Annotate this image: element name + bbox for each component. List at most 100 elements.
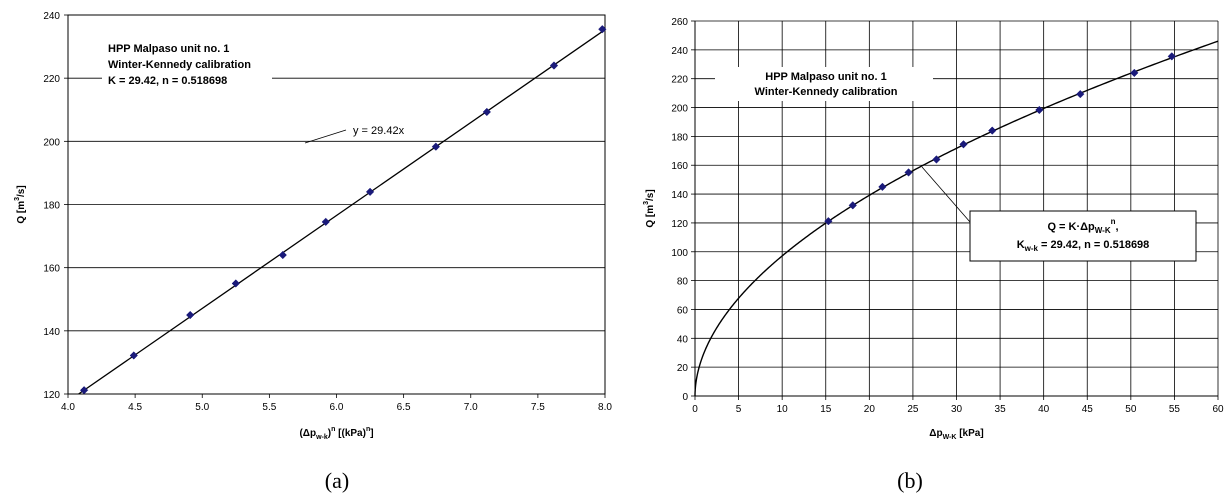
chart-b-equation-line1: Q = K·ΔpW-Kn,	[1047, 217, 1118, 235]
chart-a-ytick-label: 120	[43, 390, 60, 401]
chart-a-xtick-label: 5.5	[262, 402, 276, 413]
chart-b-xtick-label: 20	[864, 404, 876, 415]
chart-b-data-point	[904, 168, 913, 177]
chart-a-ytick-label: 240	[43, 11, 60, 22]
chart-a-xtick-label: 8.0	[598, 402, 612, 413]
chart-a-ytick-label: 220	[43, 74, 60, 85]
chart-b-yaxis-label-part: Q [m	[645, 205, 656, 228]
chart-b-equation-part: ,	[1116, 221, 1119, 233]
chart-a-ytick-label: 200	[43, 137, 60, 148]
chart-b-data-point	[1035, 105, 1044, 115]
chart-b-xtick-label: 15	[820, 404, 832, 415]
chart-a-annotation-box	[102, 38, 272, 96]
chart-b-equation-part: = 29.42, n = 0.518698	[1038, 239, 1149, 251]
chart-b-ytick-label: 60	[677, 305, 689, 316]
chart-b-equation-part: K	[1017, 239, 1025, 251]
chart-a-data-point	[321, 217, 330, 227]
chart-a-ytick-label: 160	[43, 264, 60, 275]
chart-b-xaxis-label-part: [kPa]	[956, 428, 983, 439]
chart-b-xtick-label: 0	[692, 404, 698, 415]
chart-b-ytick-label: 180	[671, 132, 688, 143]
chart-b-ytick-label: 120	[671, 219, 688, 230]
chart-b-xtick-label: 45	[1082, 404, 1094, 415]
chart-b-data-point	[1076, 89, 1085, 99]
chart-b-xtick-label: 50	[1125, 404, 1137, 415]
chart-b-ytick-label: 80	[677, 277, 689, 288]
chart-a-panel-label: (a)	[325, 468, 349, 493]
chart-a-data-point	[129, 351, 138, 360]
chart-b-data-point	[959, 140, 968, 149]
chart-b-annotation-line: Winter-Kennedy calibration	[755, 86, 898, 98]
chart-b-xtick-label: 30	[951, 404, 963, 415]
chart-a-data-point	[231, 279, 240, 288]
chart-a-xaxis-label-part: [(kPa)	[335, 428, 366, 439]
chart-a-xaxis-label-sub: w-k	[315, 434, 328, 441]
chart-b-ytick-label: 260	[671, 17, 688, 28]
chart-b-data-point	[824, 217, 833, 226]
chart-b-ytick-label: 140	[671, 190, 688, 201]
chart-b-equation-sub: W-K	[1095, 226, 1111, 235]
chart-b-equation-sup: n	[1111, 217, 1116, 226]
chart-b-yaxis-label-sup: 3	[643, 201, 650, 205]
chart-a-yaxis-label-part: /s]	[16, 185, 27, 197]
chart-b-annotation-line: HPP Malpaso unit no. 1	[765, 71, 886, 83]
chart-b-data-point	[1167, 52, 1176, 61]
chart-b-ytick-label: 0	[682, 392, 688, 403]
chart-b-ytick-label: 40	[677, 334, 689, 345]
chart-a-data-point	[482, 107, 492, 117]
chart-b-fit-curve	[694, 40, 1219, 397]
chart-b-xtick-label: 40	[1038, 404, 1050, 415]
chart-b-xaxis-label: ΔpW-K [kPa]	[929, 428, 983, 441]
chart-a: 4.0 4.5 5.0 5.5 6.0 6.5 7.0 7.5 8.0 120 140 160 180 2…	[14, 11, 612, 493]
chart-b-data-point	[988, 126, 997, 135]
chart-a-xaxis-label-sup: n	[366, 426, 370, 433]
chart-b-ytick-label: 240	[671, 46, 688, 57]
chart-a-xtick-label: 4.0	[61, 402, 75, 413]
chart-a-xtick-label: 7.0	[464, 402, 478, 413]
chart-a-xtick-label: 4.5	[128, 402, 142, 413]
chart-a-ytick-label: 140	[43, 327, 60, 338]
chart-a-data-point	[365, 187, 375, 197]
chart-b-annotation-box	[715, 67, 933, 101]
chart-b-data-point	[848, 201, 857, 210]
chart-b-equation-line2: Kw-k = 29.42, n = 0.518698	[1017, 239, 1150, 253]
chart-b: 0 5 10 15 20 25 30 35 40 45 50 55 60 0 20 40 60 80 100 120 1…	[643, 17, 1224, 493]
chart-a-xaxis-label-part: ]	[370, 428, 373, 439]
chart-b-yaxis-label-part: /s]	[645, 189, 656, 201]
chart-b-ytick-label: 20	[677, 363, 689, 374]
chart-b-equation-part: Q = K·Δp	[1047, 221, 1095, 233]
chart-a-xaxis-label-sup: n	[331, 426, 335, 433]
chart-b-data-point	[932, 155, 941, 164]
chart-b-ytick-label: 200	[671, 104, 688, 115]
chart-a-data-point	[431, 142, 440, 151]
chart-a-xaxis-label-part: )	[328, 428, 331, 439]
chart-b-xtick-label: 35	[995, 404, 1007, 415]
chart-a-data-point	[79, 386, 89, 395]
chart-b-ytick-label: 220	[671, 75, 688, 86]
chart-b-xtick-label: 25	[907, 404, 919, 415]
chart-a-annotation-line: HPP Malpaso unit no. 1	[108, 43, 229, 55]
chart-b-panel-label: (b)	[897, 468, 923, 493]
chart-a-data-point	[186, 310, 195, 320]
chart-a-xtick-label: 6.0	[330, 402, 344, 413]
chart-b-data-point	[1130, 68, 1139, 78]
chart-a-yaxis-label-part: Q [m	[16, 201, 27, 224]
chart-a-ytick-label: 180	[43, 201, 60, 212]
chart-b-xtick-label: 5	[736, 404, 742, 415]
chart-a-yaxis-label-sup: 3	[14, 197, 21, 201]
chart-a-annotation-line: K = 29.42, n = 0.518698	[108, 75, 227, 87]
chart-a-trendline-leader	[304, 129, 347, 144]
chart-a-data-point	[278, 250, 287, 260]
chart-b-equation-box	[969, 210, 1197, 262]
chart-a-annotation-line: Winter-Kennedy calibration	[108, 59, 251, 71]
chart-b-xaxis-label-part: Δp	[929, 428, 942, 439]
chart-a-yaxis-label: Q [m3/s]	[14, 185, 27, 223]
chart-b-data-point	[878, 182, 887, 192]
chart-a-xaxis-label-part: (Δp	[299, 428, 316, 439]
chart-b-ytick-label: 100	[671, 248, 688, 259]
chart-a-trendline	[78, 29, 606, 395]
chart-b-ytick-label: 160	[671, 161, 688, 172]
chart-b-xaxis-label-sub: W-K	[943, 434, 957, 441]
chart-b-equation-sub: w-k	[1024, 244, 1039, 253]
